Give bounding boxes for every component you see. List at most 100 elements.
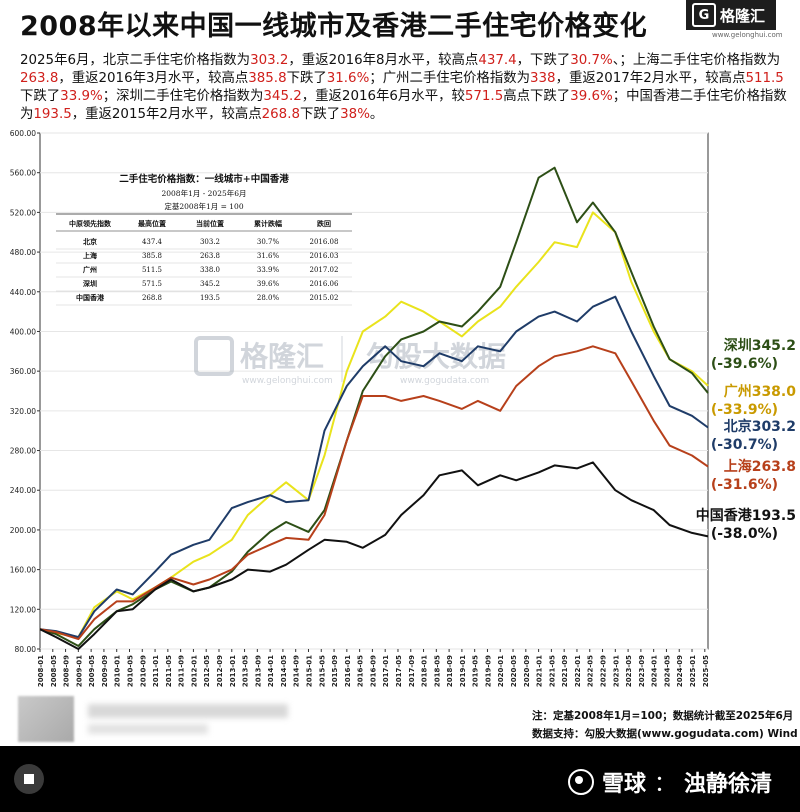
summary-value: 268.8 (261, 107, 300, 122)
y-tick-label: 200.00 (10, 526, 36, 535)
y-tick-label: 560.00 (10, 169, 36, 178)
inset-table-cell: 338.0 (200, 266, 220, 274)
blurred-avatar (18, 696, 74, 742)
y-tick-label: 160.00 (10, 566, 36, 575)
inset-table-cell: 2017.02 (310, 266, 339, 274)
page-title: 2008年以来中国一线城市及香港二手住宅价格变化 (20, 11, 648, 42)
summary-text: ，重返2016年3月水平，较高点 (58, 71, 249, 86)
x-tick-label: 2013-09 (254, 655, 262, 687)
x-tick-label: 2021-05 (548, 655, 556, 687)
brand-logo: G 格隆汇 (686, 0, 776, 30)
inset-table-cell: 571.5 (142, 280, 162, 288)
x-tick-label: 2015-05 (318, 655, 326, 687)
x-tick-label: 2008-05 (50, 655, 58, 687)
x-tick-label: 2020-09 (523, 655, 531, 687)
x-tick-label: 2022-01 (574, 655, 582, 687)
inset-table-subtitle: 2008年1月 - 2025年6月 (161, 188, 246, 198)
inset-table-header: 跌回 (317, 219, 331, 228)
inset-table: 二手住宅价格指数：一线城市+中国香港 2008年1月 - 2025年6月定基200… (56, 173, 352, 306)
x-tick-label: 2009-05 (88, 655, 96, 687)
end-label-pct: (-38.0%) (711, 526, 778, 542)
end-label-name: 上海263.8 (724, 458, 796, 475)
inset-table-cell: 2016.03 (310, 252, 339, 260)
series-line-3 (39, 295, 709, 639)
inset-table-cell: 上海 (83, 251, 97, 260)
inset-table-header: 当前位置 (196, 219, 224, 228)
inset-table-header: 最高位置 (138, 219, 166, 228)
x-tick-label: 2009-09 (101, 655, 109, 687)
logo-url: www.gelonghui.com (712, 31, 783, 39)
x-tick-label: 2008-09 (63, 655, 71, 687)
x-tick-label: 2016-05 (357, 655, 365, 687)
blurred-caption-2 (88, 724, 208, 734)
summary-value: 338 (530, 71, 556, 86)
x-tick-label: 2021-01 (536, 655, 544, 687)
x-tick-label: 2023-05 (625, 655, 633, 687)
footer-brand[interactable]: 雪球 ： 浊静徐清 (567, 766, 772, 798)
blurred-caption (88, 704, 288, 718)
end-label-name: 中国香港193.5 (696, 507, 796, 524)
x-tick-label: 2022-05 (587, 655, 595, 687)
summary-text: 、；上海二手住宅价格指数为 (612, 53, 781, 68)
y-tick-label: 320.00 (10, 407, 36, 416)
summary-text: 2025年6月，北京二手住宅价格指数为 (20, 53, 251, 68)
summary-text: 下跌了 (299, 107, 341, 122)
x-tick-label: 2011-01 (152, 655, 160, 687)
y-tick-label: 360.00 (10, 367, 36, 376)
inset-table-header: 累计跌幅 (254, 219, 282, 228)
x-tick-label: 2016-01 (344, 655, 352, 687)
watermark-url: www.gelonghui.com (242, 376, 333, 386)
x-tick-label: 2013-05 (242, 655, 250, 687)
x-tick-label: 2017-05 (395, 655, 403, 687)
inset-table-cell: 2016.08 (310, 238, 339, 246)
stop-button[interactable] (14, 764, 44, 794)
inset-table-cell: 39.6% (257, 280, 280, 288)
end-label-pct: (-31.6%) (711, 477, 778, 493)
watermark-right-url: www.gogudata.com (400, 376, 489, 386)
x-tick-label: 2015-09 (331, 655, 339, 687)
summary-value: 30.7% (570, 53, 613, 68)
x-tick-label: 2025-01 (689, 655, 697, 687)
data-support: 数据支持：勾股大数据(www.gogudata.com) Wind (532, 728, 798, 740)
y-tick-label: 280.00 (10, 447, 36, 456)
x-tick-label: 2020-01 (497, 655, 505, 687)
x-tick-label: 2010-05 (126, 655, 134, 687)
author-name: 浊静徐清 (683, 772, 772, 797)
inset-table-cell: 中国香港 (76, 293, 105, 302)
watermark: 格隆汇www.gelonghui.com勾股大数据www.gogudata.co… (194, 336, 506, 386)
footer-bar: 雪球 ： 浊静徐清 (0, 746, 800, 812)
x-tick-label: 2019-05 (472, 655, 480, 687)
summary-text: ；中国香港二手住宅价格指数为 (20, 89, 787, 122)
series-line-5 (39, 461, 709, 650)
summary-value: 571.5 (464, 89, 504, 104)
summary-text: 。 (369, 107, 384, 122)
end-label-pct: (-30.7%) (711, 437, 778, 453)
x-tick-label: 2018-01 (421, 655, 429, 687)
summary-value: 193.5 (33, 107, 72, 122)
summary-value: 263.8 (20, 71, 59, 86)
x-tick-label: 2024-05 (663, 655, 671, 687)
inset-table-cell: 28.0% (257, 294, 280, 302)
plot-area (39, 132, 709, 650)
inset-table-cell: 511.5 (142, 266, 162, 274)
inset-table-cell: 2016.06 (310, 280, 339, 288)
y-tick-label: 240.00 (10, 486, 36, 495)
x-tick-label: 2014-09 (293, 655, 301, 687)
inset-table-cell: 2015.02 (310, 294, 339, 302)
end-label-pct: (-39.6%) (711, 356, 778, 372)
summary-value: 33.9% (60, 89, 103, 104)
x-tick-label: 2025-05 (702, 655, 710, 687)
x-tick-label: 2020-05 (510, 655, 518, 687)
y-tick-label: 440.00 (10, 288, 36, 297)
x-tick-label: 2021-09 (561, 655, 569, 687)
summary-value: 437.4 (478, 53, 517, 68)
y-tick-label: 120.00 (10, 605, 36, 614)
inset-table-cell: 385.8 (142, 252, 162, 260)
x-tick-label: 2023-01 (612, 655, 620, 687)
inset-table-cell: 33.9% (257, 266, 280, 274)
end-label-name: 广州338.0 (724, 383, 797, 400)
summary-text: 下跌了 (286, 71, 327, 86)
price-index-chart: 80.00 120.00 160.00 200.00 240.00 280.00 320.0… (10, 129, 797, 687)
summary-value: 385.8 (248, 71, 287, 86)
series-line-4 (39, 345, 709, 641)
